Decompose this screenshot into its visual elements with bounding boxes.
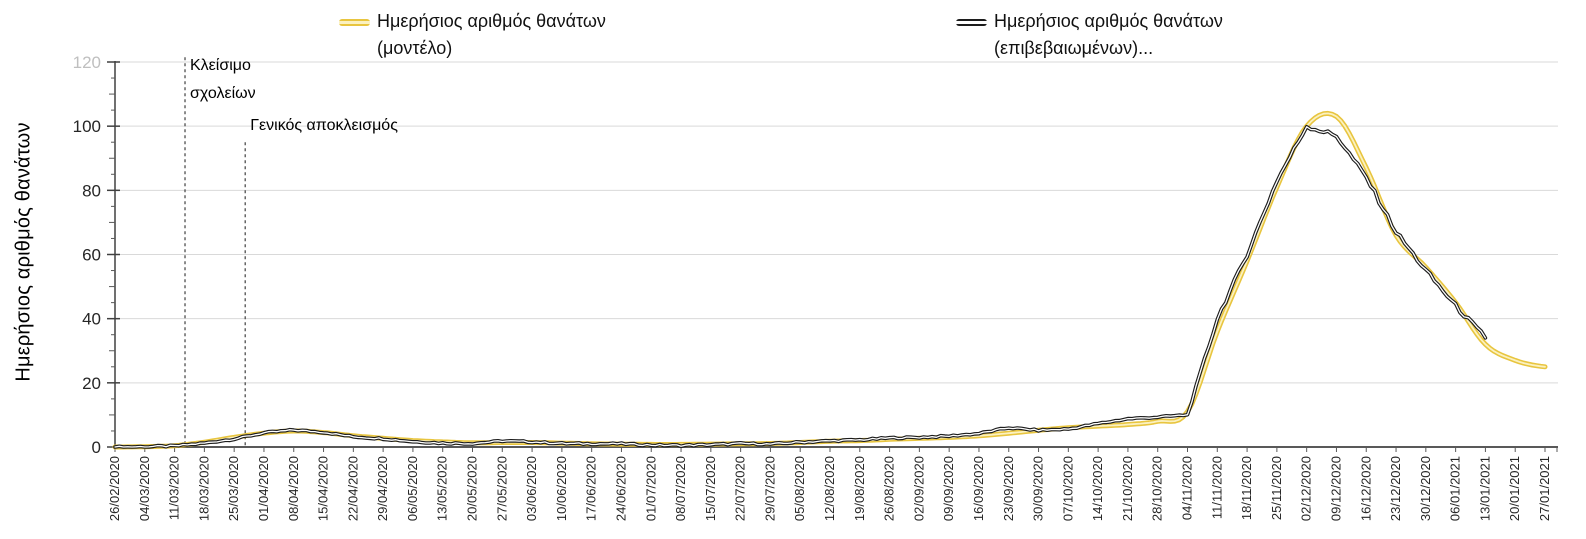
svg-text:02/09/2020: 02/09/2020 xyxy=(911,456,926,521)
svg-text:05/08/2020: 05/08/2020 xyxy=(792,456,807,521)
svg-text:15/04/2020: 15/04/2020 xyxy=(316,456,331,521)
legend-confirmed-sublabel: (επιβεβαιωμένων)... xyxy=(994,38,1154,58)
svg-text:04/03/2020: 04/03/2020 xyxy=(137,456,152,521)
svg-text:20/05/2020: 20/05/2020 xyxy=(465,456,480,521)
svg-text:29/07/2020: 29/07/2020 xyxy=(762,456,777,521)
annotation-school-closing: Κλείσιμο σχολείων xyxy=(190,57,256,103)
svg-text:01/04/2020: 01/04/2020 xyxy=(256,456,271,521)
legend-model-sublabel: (μοντέλο) xyxy=(377,38,453,58)
svg-text:07/10/2020: 07/10/2020 xyxy=(1060,456,1075,521)
svg-text:100: 100 xyxy=(73,117,101,136)
svg-text:60: 60 xyxy=(82,245,101,264)
svg-text:11/11/2020: 11/11/2020 xyxy=(1209,456,1224,519)
svg-text:20/01/2021: 20/01/2021 xyxy=(1507,456,1522,521)
svg-text:23/09/2020: 23/09/2020 xyxy=(1001,456,1016,521)
svg-text:20: 20 xyxy=(82,374,101,393)
svg-text:21/10/2020: 21/10/2020 xyxy=(1120,456,1135,521)
svg-text:25/03/2020: 25/03/2020 xyxy=(226,456,241,521)
svg-text:26/02/2020: 26/02/2020 xyxy=(107,456,122,521)
svg-text:02/12/2020: 02/12/2020 xyxy=(1299,456,1314,521)
y-axis-title: Ημερήσιος αριθμός θανάτων xyxy=(12,122,35,382)
svg-text:29/04/2020: 29/04/2020 xyxy=(375,456,390,521)
svg-text:18/11/2020: 18/11/2020 xyxy=(1239,456,1254,520)
confirmed-line-swatch-icon xyxy=(956,19,987,26)
svg-text:18/03/2020: 18/03/2020 xyxy=(196,456,211,521)
legend-confirmed-label: Ημερήσιος αριθμός θανάτων xyxy=(994,11,1223,31)
legend-item-model: Ημερήσιος αριθμός θανάτων (μοντέλο) xyxy=(339,8,606,62)
svg-text:13/01/2021: 13/01/2021 xyxy=(1477,456,1492,521)
svg-text:40: 40 xyxy=(82,310,101,329)
annotation-lockdown: Γενικός αποκλεισμός xyxy=(250,117,398,135)
svg-text:24/06/2020: 24/06/2020 xyxy=(613,456,628,521)
legend-item-confirmed: Ημερήσιος αριθμός θανάτων (επιβεβαιωμένω… xyxy=(956,8,1223,62)
svg-text:09/12/2020: 09/12/2020 xyxy=(1328,456,1343,521)
svg-text:09/09/2020: 09/09/2020 xyxy=(941,456,956,521)
svg-text:15/07/2020: 15/07/2020 xyxy=(703,456,718,521)
svg-text:30/09/2020: 30/09/2020 xyxy=(1031,456,1046,521)
svg-text:16/09/2020: 16/09/2020 xyxy=(971,456,986,521)
svg-text:23/12/2020: 23/12/2020 xyxy=(1388,456,1403,521)
svg-text:27/05/2020: 27/05/2020 xyxy=(494,456,509,521)
svg-text:03/06/2020: 03/06/2020 xyxy=(524,456,539,521)
svg-text:06/01/2021: 06/01/2021 xyxy=(1448,456,1463,521)
svg-text:04/11/2020: 04/11/2020 xyxy=(1180,456,1195,520)
svg-text:30/12/2020: 30/12/2020 xyxy=(1418,456,1433,521)
svg-text:01/07/2020: 01/07/2020 xyxy=(643,456,658,521)
svg-text:17/06/2020: 17/06/2020 xyxy=(584,456,599,521)
svg-text:27/01/2021: 27/01/2021 xyxy=(1537,456,1552,521)
svg-text:06/05/2020: 06/05/2020 xyxy=(405,456,420,521)
svg-text:25/11/2020: 25/11/2020 xyxy=(1269,456,1284,520)
svg-text:14/10/2020: 14/10/2020 xyxy=(1090,456,1105,521)
svg-text:120: 120 xyxy=(73,53,101,72)
model-line-swatch-icon xyxy=(339,19,370,26)
legend-model-label: Ημερήσιος αριθμός θανάτων xyxy=(377,11,606,31)
svg-text:22/07/2020: 22/07/2020 xyxy=(733,456,748,521)
svg-text:0: 0 xyxy=(92,438,101,457)
svg-text:80: 80 xyxy=(82,181,101,200)
svg-text:28/10/2020: 28/10/2020 xyxy=(1150,456,1165,521)
svg-text:11/03/2020: 11/03/2020 xyxy=(167,456,182,520)
svg-text:19/08/2020: 19/08/2020 xyxy=(852,456,867,521)
svg-text:16/12/2020: 16/12/2020 xyxy=(1358,456,1373,521)
svg-text:12/08/2020: 12/08/2020 xyxy=(822,456,837,521)
svg-text:10/06/2020: 10/06/2020 xyxy=(554,456,569,521)
svg-text:22/04/2020: 22/04/2020 xyxy=(345,456,360,521)
svg-text:13/05/2020: 13/05/2020 xyxy=(435,456,450,521)
svg-text:08/07/2020: 08/07/2020 xyxy=(673,456,688,521)
svg-text:26/08/2020: 26/08/2020 xyxy=(882,456,897,521)
svg-text:08/04/2020: 08/04/2020 xyxy=(286,456,301,521)
